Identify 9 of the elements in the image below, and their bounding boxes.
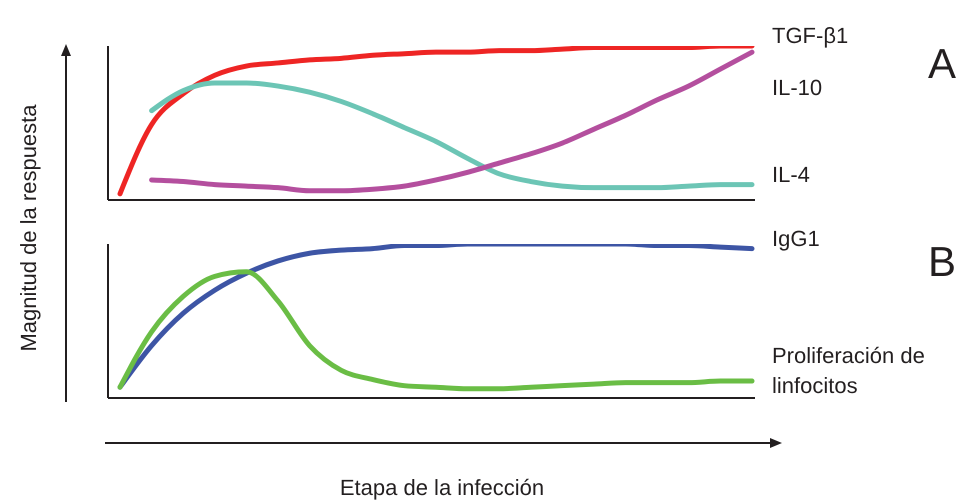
series-label: TGF-β1 bbox=[772, 23, 848, 48]
series-label: IL-4 bbox=[772, 160, 811, 189]
text: B bbox=[928, 238, 956, 286]
y-axis-title: Magnitud de la respuesta bbox=[16, 104, 42, 352]
text: A bbox=[928, 40, 956, 88]
series-label: Proliferación de linfocitos bbox=[772, 342, 926, 400]
series-label: IgG1 bbox=[772, 226, 820, 251]
series-label: IL-10 bbox=[772, 75, 822, 100]
x-axis-title: Etapa de la infección bbox=[340, 475, 544, 501]
